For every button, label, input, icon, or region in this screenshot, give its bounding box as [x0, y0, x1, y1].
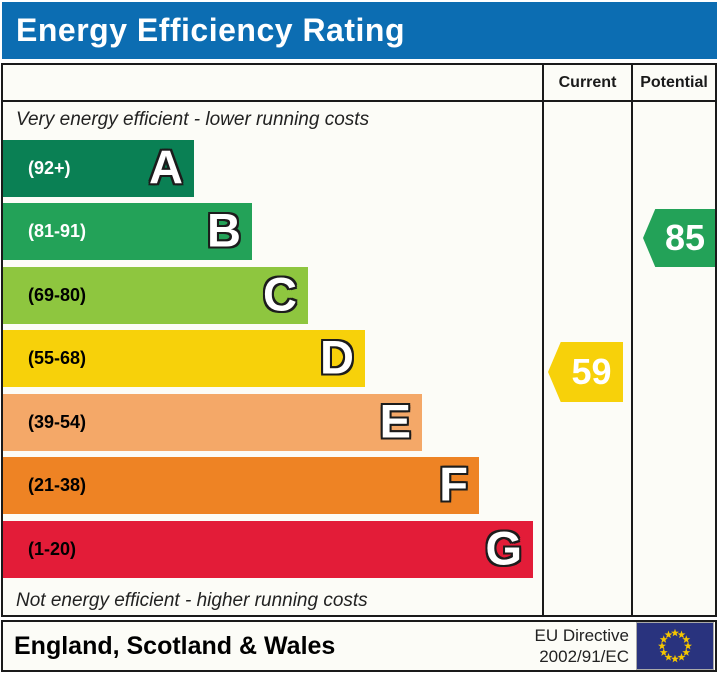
band-f-letter: F: [439, 457, 468, 511]
band-a: (92+) A: [3, 140, 194, 197]
current-rating-value: 59: [571, 351, 612, 392]
current-rating-arrow: 59: [548, 342, 623, 402]
band-d-letter: D: [320, 330, 354, 384]
band-c-letter: C: [263, 267, 297, 321]
chart-title: Energy Efficiency Rating: [16, 12, 405, 48]
band-d: (55-68) D: [3, 330, 365, 387]
chart-title-bar: Energy Efficiency Rating: [2, 2, 717, 59]
current-column-divider: [542, 65, 544, 615]
region-label: England, Scotland & Wales: [14, 632, 336, 660]
band-b-range: (81-91): [28, 221, 87, 241]
band-f-range: (21-38): [28, 475, 87, 495]
band-e: (39-54) E: [3, 394, 422, 451]
potential-rating-arrow: 85: [643, 209, 715, 267]
bottom-note: Not energy efficient - higher running co…: [16, 590, 368, 611]
eu-flag-icon: [636, 622, 714, 670]
band-c-range: (69-80): [28, 285, 87, 305]
footer-bar: England, Scotland & Wales EU Directive 2…: [1, 620, 717, 672]
potential-rating-value: 85: [664, 217, 706, 258]
eu-directive-line2: 2002/91/EC: [539, 646, 629, 666]
rating-table: Current Potential Very energy efficient …: [1, 63, 717, 617]
current-column-header: Current: [558, 74, 617, 91]
eu-directive-label: EU Directive 2002/91/EC: [535, 626, 629, 667]
band-g: (1-20) G: [3, 521, 533, 578]
top-note: Very energy efficient - lower running co…: [16, 109, 370, 130]
band-a-letter: A: [149, 140, 183, 194]
band-f: (21-38) F: [3, 457, 479, 514]
potential-column-header: Potential: [640, 74, 708, 91]
band-a-range: (92+): [28, 158, 71, 178]
band-e-letter: E: [379, 394, 411, 448]
eu-directive-line1: EU Directive: [534, 626, 629, 645]
band-e-range: (39-54): [28, 412, 87, 432]
potential-column-divider: [631, 65, 633, 615]
band-c: (69-80) C: [3, 267, 308, 324]
band-b: (81-91) B: [3, 203, 252, 260]
band-g-range: (1-20): [28, 539, 77, 559]
band-d-range: (55-68): [28, 348, 87, 368]
table-header-row: Current Potential: [3, 65, 715, 102]
band-b-letter: B: [207, 203, 241, 257]
band-g-letter: G: [485, 521, 522, 575]
